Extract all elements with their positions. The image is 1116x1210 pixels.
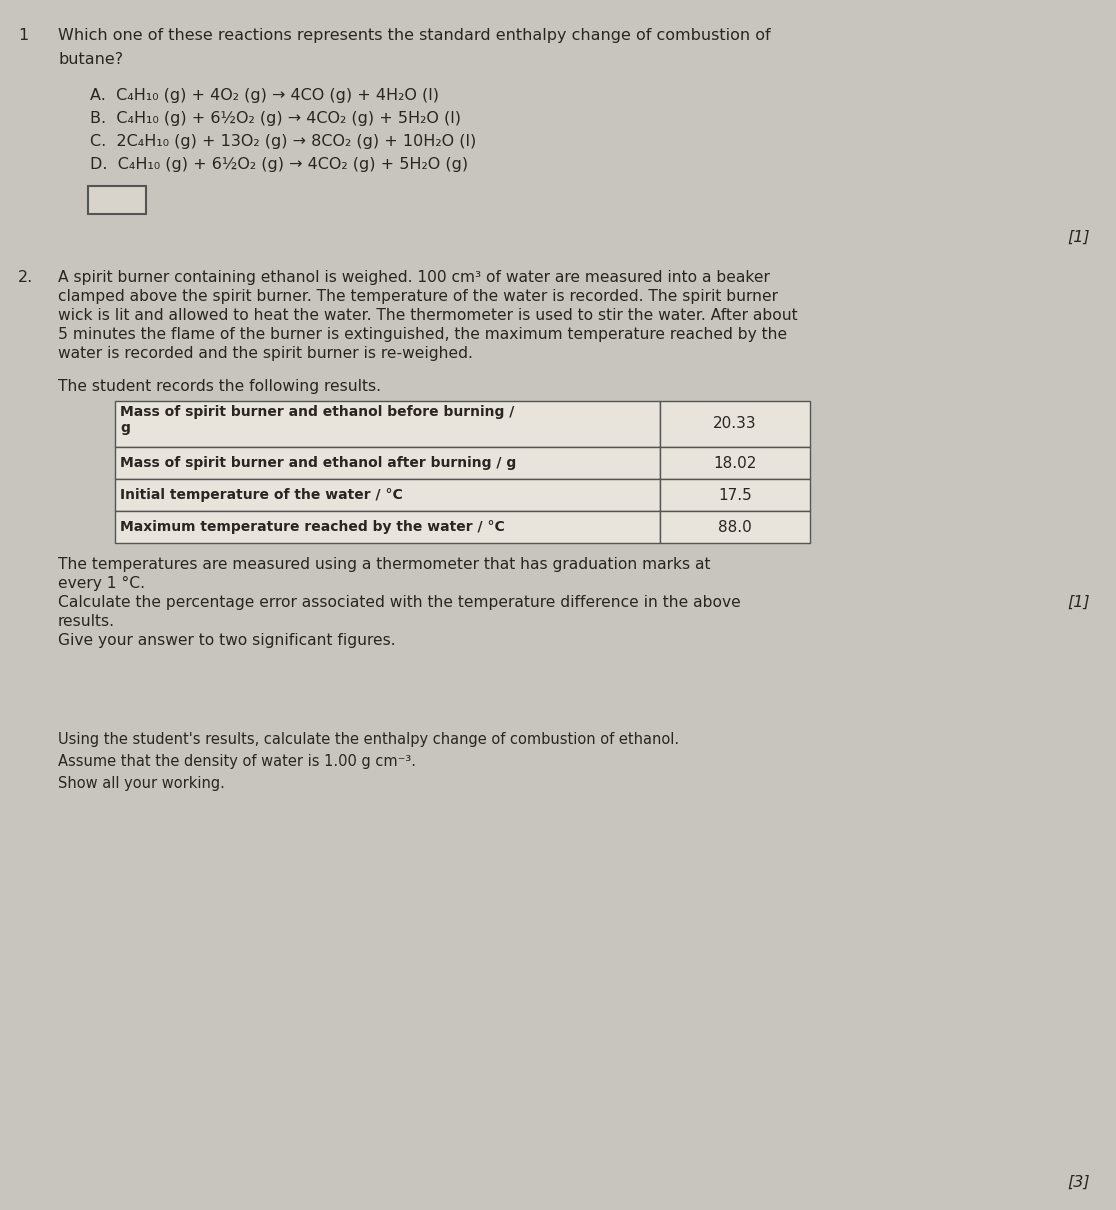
Text: butane?: butane?	[58, 52, 123, 67]
Bar	[660, 479, 810, 511]
Text: Which one of these reactions represents the standard enthalpy change of combusti: Which one of these reactions represents …	[58, 28, 771, 44]
Text: Show all your working.: Show all your working.	[58, 776, 225, 791]
Bar	[660, 401, 810, 446]
Text: wick is lit and allowed to heat the water. The thermometer is used to stir the w: wick is lit and allowed to heat the wate…	[58, 309, 798, 323]
Text: A spirit burner containing ethanol is weighed. 100 cm³ of water are measured int: A spirit burner containing ethanol is we…	[58, 270, 770, 286]
Text: results.: results.	[58, 613, 115, 629]
Bar	[115, 479, 660, 511]
Bar	[660, 511, 810, 543]
Text: [1]: [1]	[1067, 230, 1090, 244]
Text: g: g	[121, 421, 129, 436]
Text: Using the student's results, calculate the enthalpy change of combustion of etha: Using the student's results, calculate t…	[58, 732, 680, 747]
Text: The temperatures are measured using a thermometer that has graduation marks at: The temperatures are measured using a th…	[58, 557, 711, 572]
Bar	[115, 511, 660, 543]
Text: 17.5: 17.5	[718, 488, 752, 502]
Text: 18.02: 18.02	[713, 455, 757, 471]
Text: The student records the following results.: The student records the following result…	[58, 379, 381, 394]
Text: Maximum temperature reached by the water / °C: Maximum temperature reached by the water…	[121, 520, 504, 534]
Bar	[115, 401, 660, 446]
Text: 20.33: 20.33	[713, 416, 757, 432]
Text: [1]: [1]	[1067, 595, 1090, 610]
Bar	[660, 446, 810, 479]
Text: B.  C₄H₁₀ (g) + 6½O₂ (g) → 4CO₂ (g) + 5H₂O (l): B. C₄H₁₀ (g) + 6½O₂ (g) → 4CO₂ (g) + 5H₂…	[90, 111, 461, 126]
Text: water is recorded and the spirit burner is re-weighed.: water is recorded and the spirit burner …	[58, 346, 473, 361]
Text: 2.: 2.	[18, 270, 33, 286]
Text: clamped above the spirit burner. The temperature of the water is recorded. The s: clamped above the spirit burner. The tem…	[58, 289, 778, 304]
Bar	[88, 186, 146, 214]
Text: Mass of spirit burner and ethanol after burning / g: Mass of spirit burner and ethanol after …	[121, 456, 517, 469]
Text: A.  C₄H₁₀ (g) + 4O₂ (g) → 4CO (g) + 4H₂O (l): A. C₄H₁₀ (g) + 4O₂ (g) → 4CO (g) + 4H₂O …	[90, 88, 439, 103]
Text: 88.0: 88.0	[718, 519, 752, 535]
Text: Initial temperature of the water / °C: Initial temperature of the water / °C	[121, 488, 403, 502]
Text: Calculate the percentage error associated with the temperature difference in the: Calculate the percentage error associate…	[58, 595, 741, 610]
Text: 1: 1	[18, 28, 28, 44]
Bar	[115, 446, 660, 479]
Text: every 1 °C.: every 1 °C.	[58, 576, 145, 590]
Text: [3]: [3]	[1067, 1175, 1090, 1189]
Text: Give your answer to two significant figures.: Give your answer to two significant figu…	[58, 633, 396, 649]
Text: 5 minutes the flame of the burner is extinguished, the maximum temperature reach: 5 minutes the flame of the burner is ext…	[58, 327, 787, 342]
Text: D.  C₄H₁₀ (g) + 6½O₂ (g) → 4CO₂ (g) + 5H₂O (g): D. C₄H₁₀ (g) + 6½O₂ (g) → 4CO₂ (g) + 5H₂…	[90, 157, 468, 172]
Text: Assume that the density of water is 1.00 g cm⁻³.: Assume that the density of water is 1.00…	[58, 754, 416, 770]
Text: C.  2C₄H₁₀ (g) + 13O₂ (g) → 8CO₂ (g) + 10H₂O (l): C. 2C₄H₁₀ (g) + 13O₂ (g) → 8CO₂ (g) + 10…	[90, 134, 477, 149]
Text: Mass of spirit burner and ethanol before burning /: Mass of spirit burner and ethanol before…	[121, 405, 514, 419]
